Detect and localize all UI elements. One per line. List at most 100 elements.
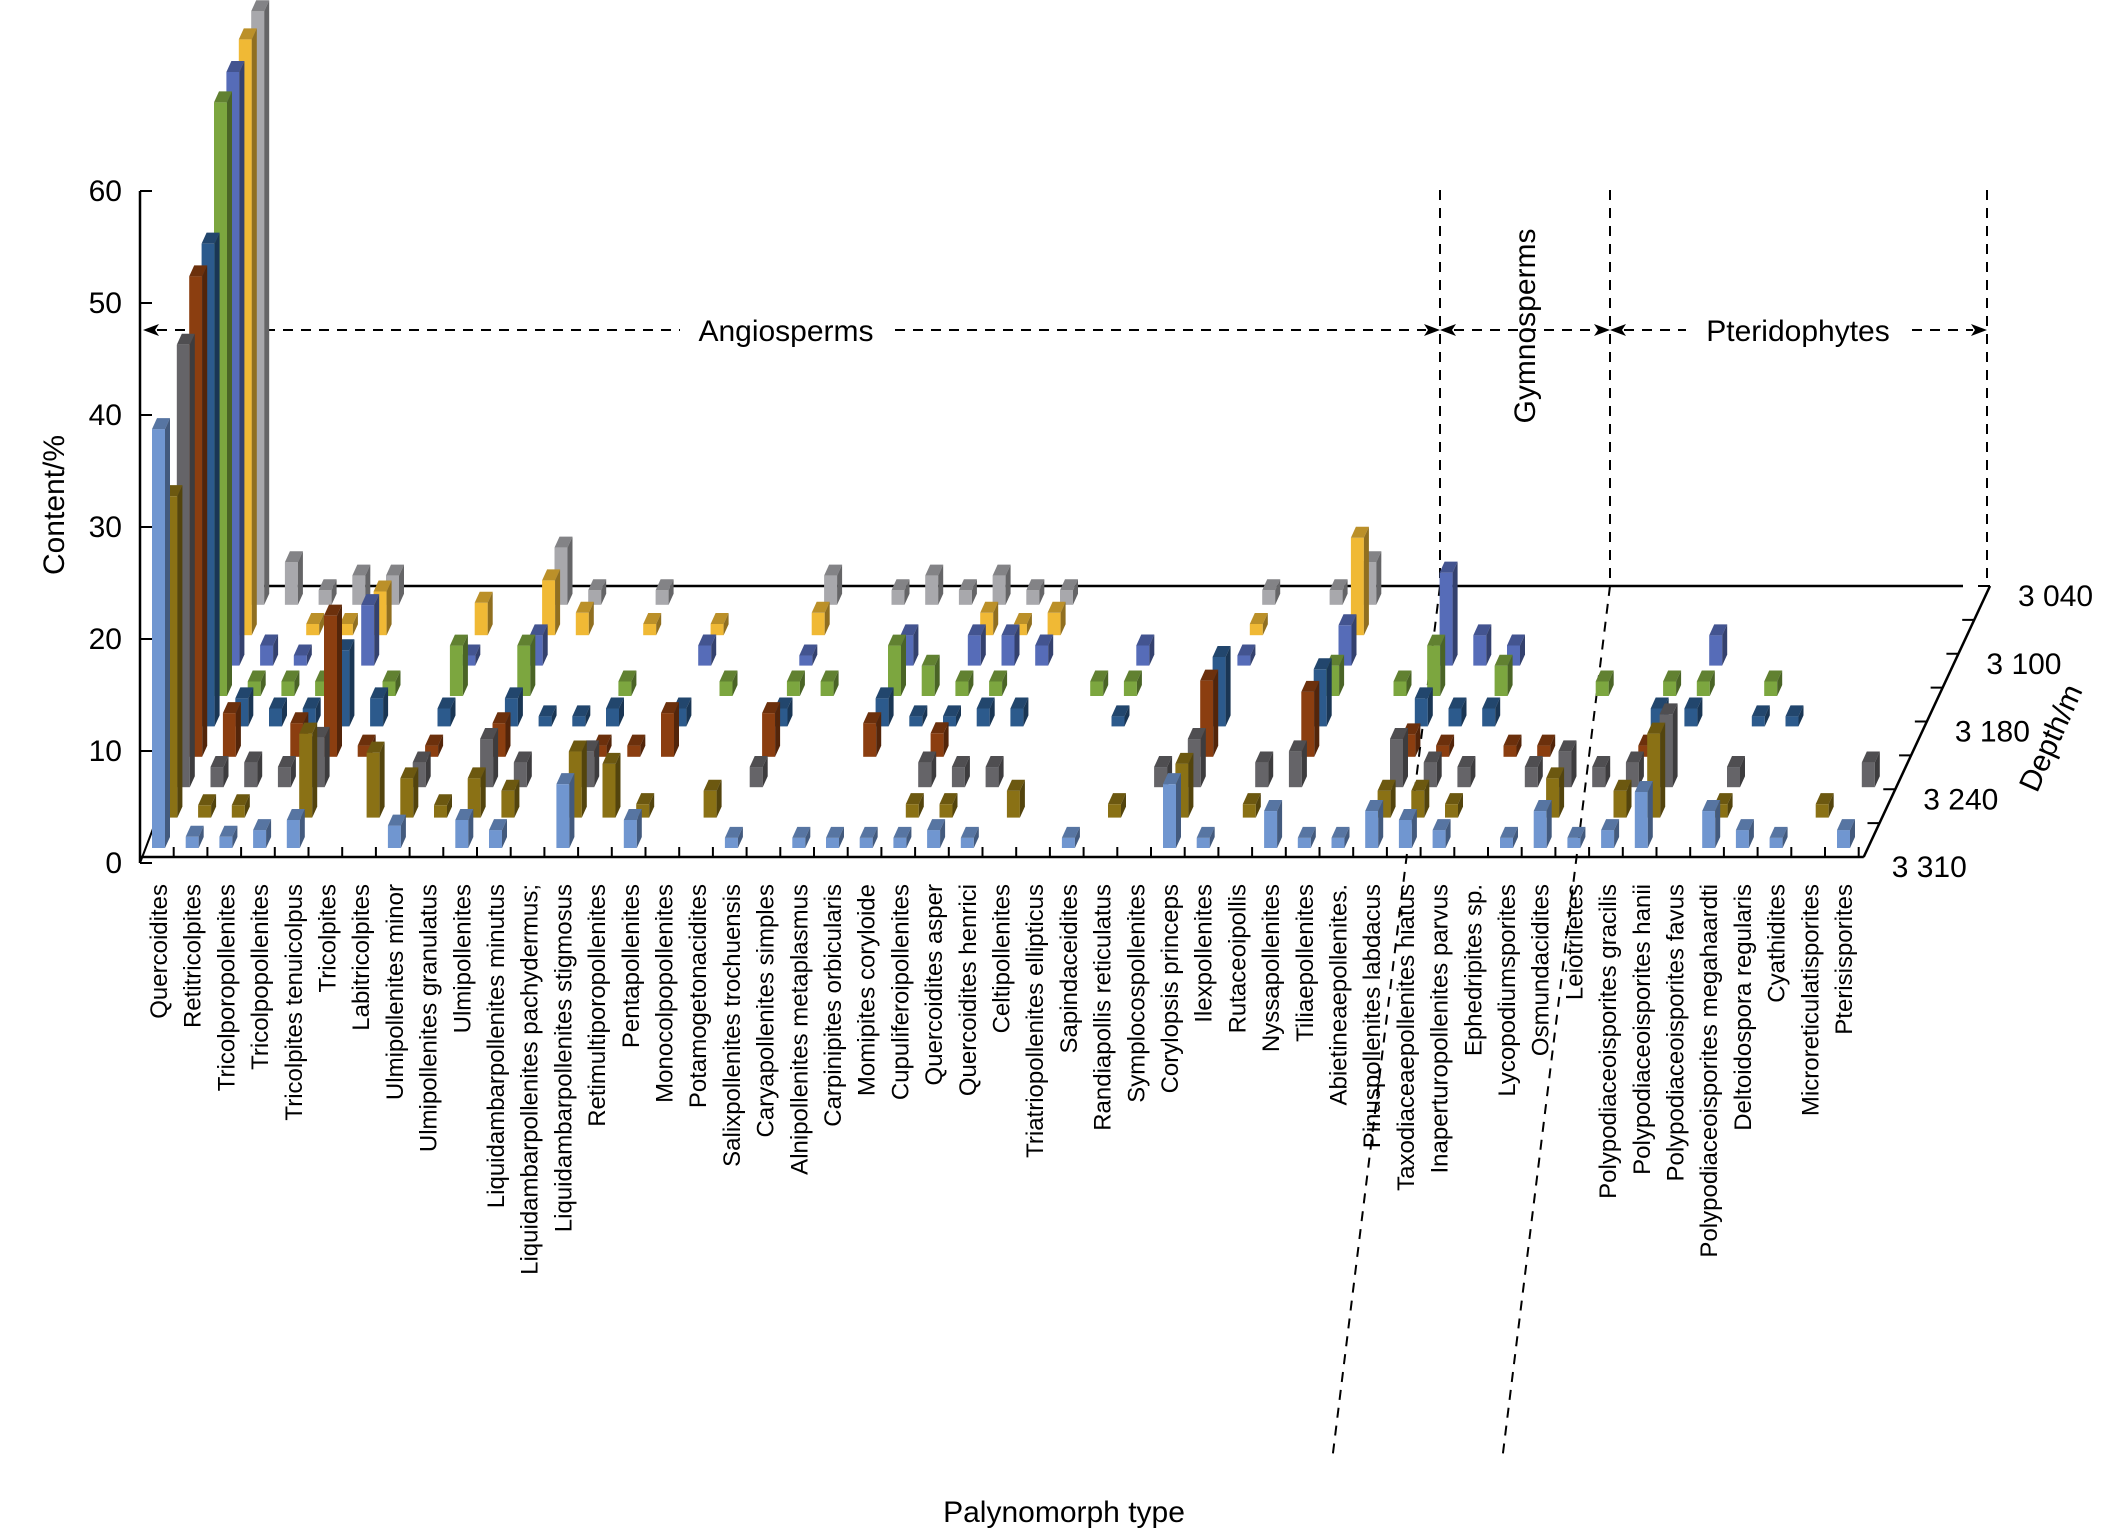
bar-top-face (859, 826, 878, 838)
bar (921, 654, 940, 696)
bar-top-face (235, 687, 254, 699)
bar-side-face (567, 536, 573, 605)
bar-side-face (1740, 756, 1745, 788)
bar-side-face (1339, 654, 1345, 696)
bar-top-face (1503, 734, 1522, 746)
category-label: Tricolpopollenites (247, 884, 274, 1070)
category-label: Inaperturopollenites parvus (1427, 884, 1454, 1174)
bar-top-face (504, 687, 523, 699)
bar-top-face (1414, 687, 1433, 699)
bar-side-face (913, 624, 919, 666)
bar-front-face (253, 830, 267, 848)
bar-top-face (698, 634, 717, 646)
bar-front-face (425, 745, 439, 757)
bar-side-face (1136, 670, 1142, 696)
bar-top-face (260, 634, 279, 646)
bar-front-face (1136, 645, 1150, 666)
bar-side-face (352, 613, 358, 636)
bar-front-face (863, 723, 877, 757)
bar (1448, 697, 1467, 727)
bar-front-face (538, 716, 552, 727)
bar-side-face (1722, 624, 1728, 666)
bar-front-face (618, 681, 632, 696)
bar-top-face (1861, 751, 1880, 763)
bar-top-face (1457, 756, 1476, 768)
bar (643, 613, 662, 636)
bar-side-face (805, 826, 811, 848)
bar-side-face (1626, 779, 1632, 818)
bar-side-face (177, 485, 183, 818)
y-axis-title: Content/% (38, 435, 71, 575)
bar-top-face (1696, 670, 1715, 682)
depth-tick-label: 3 310 (1892, 851, 1967, 884)
bar-top-face (799, 644, 818, 656)
category-label: Liquidambarpollenites minutus (483, 884, 510, 1208)
bar-side-face (379, 741, 385, 818)
bar (467, 767, 486, 818)
bar (1436, 734, 1455, 757)
bar (286, 809, 305, 848)
bar (219, 825, 238, 848)
bar-front-face (318, 590, 332, 605)
bar (1567, 826, 1586, 848)
bar-front-face (517, 645, 531, 696)
bar-side-face (239, 61, 245, 666)
bar-top-face (449, 634, 468, 646)
bar (1457, 756, 1476, 788)
arrowhead-right-icon (1971, 324, 1987, 336)
bar (888, 634, 906, 696)
bar-side-face (1255, 793, 1261, 818)
bar-top-face (1010, 697, 1029, 709)
bar-top-face (277, 756, 296, 768)
bar-front-face (1196, 837, 1210, 848)
bar-front-face (891, 590, 905, 605)
bar-front-face (1595, 681, 1609, 696)
bar-top-face (1013, 613, 1032, 624)
bar (618, 670, 637, 696)
bar-side-face (331, 579, 337, 605)
bar (455, 809, 474, 848)
bar-top-face (1613, 779, 1632, 791)
bar (588, 579, 607, 605)
y-tick-label: 50 (89, 287, 122, 320)
bar-top-face (992, 564, 1011, 576)
bar-side-face (1764, 705, 1770, 727)
bar-front-face (762, 713, 776, 757)
bar-side-face (888, 687, 894, 727)
bar-side-face (918, 793, 924, 818)
bar-front-face (1001, 635, 1015, 666)
bar-front-face (277, 767, 291, 788)
bar (1634, 781, 1653, 848)
bar-side-face (1415, 723, 1421, 757)
bar-top-face (1365, 800, 1384, 812)
bar-front-face (1567, 837, 1581, 848)
bar-front-face (698, 645, 712, 666)
bar-side-face (674, 702, 679, 757)
y-tick-label: 10 (89, 735, 122, 768)
bar (1365, 800, 1384, 848)
bar-front-face (1709, 635, 1723, 666)
bar (425, 734, 444, 757)
bar (324, 604, 342, 757)
bar-side-face (1605, 756, 1611, 788)
bar-front-face (152, 429, 165, 848)
bar-top-face (231, 794, 250, 806)
bar (1595, 670, 1614, 696)
bar-top-face (1108, 793, 1126, 805)
bar-top-face (1390, 728, 1408, 740)
bar (724, 826, 743, 848)
bar-front-face (185, 836, 199, 848)
bar-front-face (387, 825, 401, 848)
bar (976, 697, 995, 727)
bar (1702, 800, 1721, 848)
bar-front-face (306, 624, 320, 636)
bar-top-face (1448, 697, 1467, 709)
bar-side-face (349, 639, 355, 727)
bar-side-face (1614, 819, 1620, 848)
bar-top-face (425, 734, 444, 746)
bar-front-face (1751, 716, 1765, 727)
bar (1393, 670, 1412, 696)
bar (244, 751, 263, 788)
bar-top-face (386, 564, 404, 576)
bar-side-face (1727, 793, 1733, 818)
